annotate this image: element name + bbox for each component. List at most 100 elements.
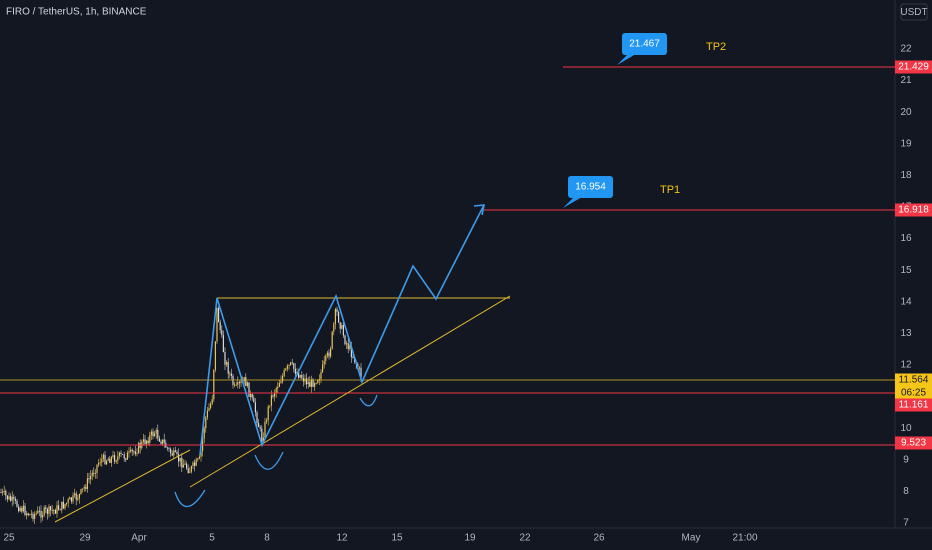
candle-body xyxy=(248,382,250,397)
candle-body xyxy=(0,492,2,493)
candle-body xyxy=(72,495,74,502)
candle-body xyxy=(238,382,240,384)
candle-body xyxy=(150,431,152,436)
candle-body xyxy=(262,437,264,442)
candle-body xyxy=(109,458,111,463)
candle-body xyxy=(195,459,197,466)
candle-body xyxy=(13,496,15,499)
candle-body xyxy=(112,455,114,457)
candle-body xyxy=(123,454,125,459)
price-tick: 7 xyxy=(903,518,909,529)
callout-text: 21.467 xyxy=(629,39,660,50)
candle-body xyxy=(43,507,45,515)
candle-body xyxy=(294,368,296,374)
candle-body xyxy=(160,441,162,444)
candle-body xyxy=(346,343,348,345)
candle-body xyxy=(118,452,120,457)
candle-body xyxy=(330,348,332,357)
candle-body xyxy=(181,457,183,468)
price-tick: 19 xyxy=(900,138,912,149)
candle-body xyxy=(80,489,82,494)
time-label: May xyxy=(682,533,701,544)
candle-body xyxy=(334,309,336,324)
candle-body xyxy=(325,355,327,361)
candle-body xyxy=(266,419,268,422)
candle-body xyxy=(194,462,196,466)
price-tag-text: 21.429 xyxy=(898,62,929,73)
candle-body xyxy=(218,307,220,323)
candle-body xyxy=(19,507,21,512)
callout-pointer xyxy=(617,54,636,65)
candle-body xyxy=(237,382,239,385)
candle-body xyxy=(94,472,96,474)
candle-body xyxy=(152,431,154,437)
candle-body xyxy=(67,499,69,503)
candle-body xyxy=(125,458,127,460)
candle-body xyxy=(307,382,309,385)
candle-body xyxy=(245,377,247,387)
currency-box[interactable] xyxy=(900,3,928,21)
candle-body xyxy=(128,451,130,453)
candle-body xyxy=(35,513,37,515)
currency[interactable]: USDT xyxy=(900,7,927,18)
price-tick: 15 xyxy=(900,265,912,276)
candle-body xyxy=(102,454,104,460)
projection-path xyxy=(199,204,485,456)
candle-body xyxy=(18,506,20,512)
candle-body xyxy=(101,459,103,463)
candle-body xyxy=(299,375,301,378)
candle-body xyxy=(339,322,341,329)
candle-body xyxy=(27,513,29,516)
candle-body xyxy=(326,352,328,356)
candle-body xyxy=(269,405,271,407)
candle-body xyxy=(24,505,26,516)
candle-body xyxy=(358,367,360,369)
price-tick: 22 xyxy=(900,44,912,55)
candle-body xyxy=(29,514,31,516)
candle-body xyxy=(213,369,215,400)
candle-body xyxy=(5,491,7,496)
candle-body xyxy=(2,491,4,493)
candle-body xyxy=(235,384,237,386)
arc xyxy=(254,451,284,470)
candle-body xyxy=(106,460,108,465)
candle-body xyxy=(130,449,132,452)
candle-body xyxy=(126,452,128,460)
candle-body xyxy=(77,498,79,500)
candle-body xyxy=(82,488,84,490)
candle-body xyxy=(227,362,229,374)
candle-body xyxy=(64,503,66,509)
candle-body xyxy=(214,341,216,370)
countdown: 06:25 xyxy=(901,388,926,399)
candle-body xyxy=(11,496,13,501)
candle-body xyxy=(243,377,245,382)
candle-body xyxy=(277,386,279,389)
candle-body xyxy=(347,343,349,350)
candle-body xyxy=(179,457,181,462)
candle-body xyxy=(208,408,210,411)
candle-body xyxy=(69,497,71,500)
candle-body xyxy=(232,375,234,385)
candle-body xyxy=(98,462,100,465)
candle-body xyxy=(120,452,122,455)
candle-body xyxy=(115,460,117,462)
candle-body xyxy=(293,363,295,369)
candle-body xyxy=(30,513,32,515)
candle-body xyxy=(45,507,47,509)
candle-body xyxy=(200,451,202,457)
candle-body xyxy=(114,455,116,462)
candle-body xyxy=(37,510,39,514)
time-label: 22 xyxy=(519,533,531,544)
candle-body xyxy=(186,463,188,469)
candle-body xyxy=(86,478,88,489)
candle-body xyxy=(230,373,232,376)
candle-body xyxy=(310,379,312,387)
price-tick: 9 xyxy=(903,454,909,465)
price-tag xyxy=(895,203,932,217)
candle-body xyxy=(352,357,354,358)
candle-body xyxy=(26,513,28,516)
candle-body xyxy=(88,478,90,480)
time-label: 15 xyxy=(391,533,403,544)
candle-body xyxy=(205,417,207,429)
